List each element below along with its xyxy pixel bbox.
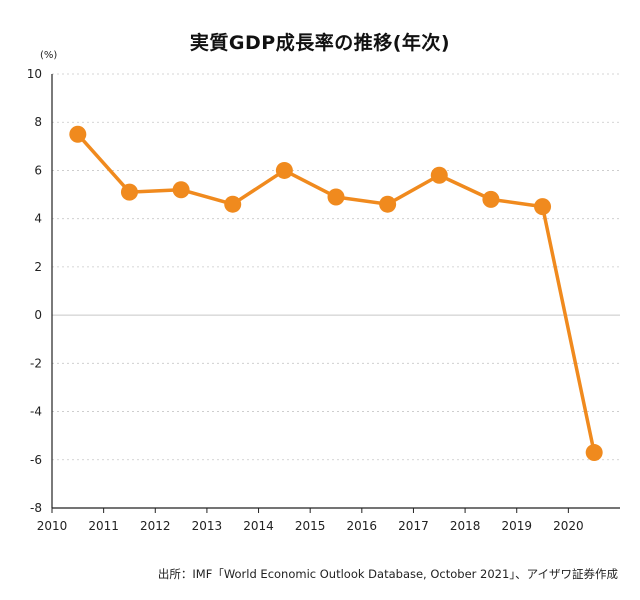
series-line [76, 133, 596, 453]
chart-title: 実質GDP成長率の推移(年次) [189, 32, 451, 54]
x-tick-label: 2013 [192, 519, 223, 533]
data-point [69, 125, 87, 143]
data-point [120, 183, 138, 201]
y-axis-unit-label: (%) [40, 50, 58, 61]
x-tick-label: 2015 [295, 519, 326, 533]
data-point [534, 198, 552, 216]
x-tick-label: 2016 [347, 519, 378, 533]
y-tick-label: 6 [34, 163, 42, 177]
data-point [275, 161, 293, 179]
x-tick-label: 2019 [501, 519, 532, 533]
data-point [379, 195, 397, 213]
data-point [482, 190, 500, 208]
data-point [172, 181, 190, 199]
data-point [224, 195, 242, 213]
y-tick-label: 0 [34, 308, 42, 322]
y-tick-label: 4 [34, 212, 42, 226]
x-tick-label: 2020 [553, 519, 584, 533]
data-point [585, 444, 603, 462]
x-tick-label: 2012 [140, 519, 171, 533]
y-tick-label: -4 [30, 405, 42, 419]
x-tick-label: 2017 [398, 519, 429, 533]
data-point [327, 188, 345, 206]
x-tick-label: 2014 [243, 519, 274, 533]
x-tick-label: 2011 [88, 519, 119, 533]
y-tick-label: -8 [30, 501, 42, 515]
y-tick-label: -2 [30, 356, 42, 370]
y-tick-label: 8 [34, 115, 42, 129]
x-tick-label: 2018 [450, 519, 481, 533]
data-point [430, 166, 448, 184]
y-tick-label: -6 [30, 453, 42, 467]
y-tick-label: 10 [27, 67, 42, 81]
source-note: 出所：IMF「World Economic Outlook Database, … [157, 567, 618, 581]
y-tick-label: 2 [34, 260, 42, 274]
x-tick-label: 2010 [37, 519, 68, 533]
